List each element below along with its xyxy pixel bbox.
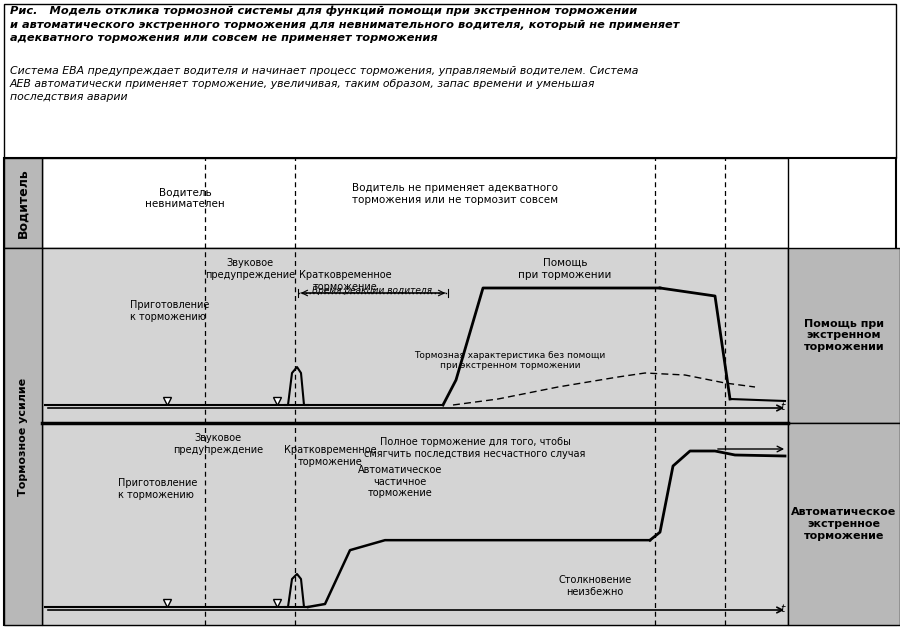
Text: Водитель не применяет адекватного
торможения или не тормозит совсем: Водитель не применяет адекватного тормож… — [352, 183, 558, 205]
Bar — [42, 248, 788, 423]
Bar — [4, 4, 896, 158]
Text: Тормозная характеристика без помощи
при экстренном торможении: Тормозная характеристика без помощи при … — [414, 351, 606, 370]
Text: Кратковременное
торможение: Кратковременное торможение — [284, 445, 376, 466]
Bar — [42, 423, 788, 625]
Text: Кратковременное
торможение: Кратковременное торможение — [299, 270, 392, 292]
Text: t: t — [780, 402, 785, 412]
Bar — [4, 158, 896, 625]
Text: Приготовление
к торможению: Приготовление к торможению — [118, 478, 197, 500]
Text: Система ЕВА предупреждает водителя и начинает процесс торможения, управляемый во: Система ЕВА предупреждает водителя и нач… — [10, 66, 638, 102]
Text: Помощь при
экстренном
торможении: Помощь при экстренном торможении — [804, 319, 885, 352]
Bar — [788, 248, 900, 423]
Text: Время реакции водителя: Время реакции водителя — [311, 286, 431, 295]
Text: t: t — [780, 604, 785, 614]
Text: Рис.   Модель отклика тормозной системы для функций помощи при экстренном тормож: Рис. Модель отклика тормозной системы дл… — [10, 6, 680, 43]
Bar — [42, 158, 788, 248]
Text: Водитель: Водитель — [16, 168, 30, 238]
Text: Помощь
при торможении: Помощь при торможении — [518, 258, 612, 280]
Bar — [4, 248, 42, 625]
Text: Автоматическое
экстренное
торможение: Автоматическое экстренное торможение — [791, 507, 896, 541]
Text: Приготовление
к торможению: Приготовление к торможению — [130, 300, 210, 322]
Text: Водитель
невнимателен: Водитель невнимателен — [145, 187, 225, 209]
Text: Полное торможение для того, чтобы
смягчить последствия несчастного случая: Полное торможение для того, чтобы смягчи… — [364, 437, 586, 459]
Bar — [4, 158, 42, 248]
Text: Звуковое
предупреждение: Звуковое предупреждение — [205, 258, 295, 280]
Text: Автоматическое
частичное
торможение: Автоматическое частичное торможение — [358, 465, 442, 498]
Text: Тормозное усилие: Тормозное усилие — [18, 377, 28, 495]
Text: Звуковое
предупреждение: Звуковое предупреждение — [173, 433, 263, 454]
Text: Столкновение
неизбежно: Столкновение неизбежно — [558, 575, 632, 596]
Bar — [788, 423, 900, 625]
